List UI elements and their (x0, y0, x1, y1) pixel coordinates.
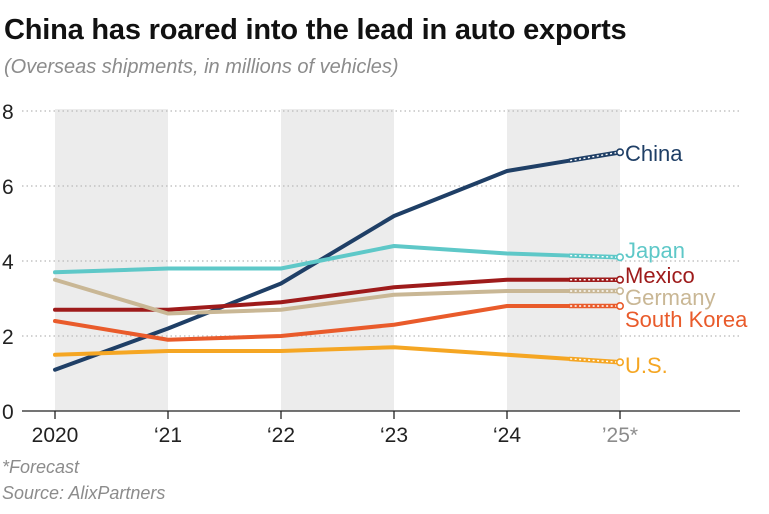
y-tick-label: 4 (2, 251, 14, 274)
x-tick-label: 2020 (32, 424, 79, 447)
x-tick-label: ‘23 (380, 424, 408, 447)
forecast-dash-japan (570, 254, 620, 258)
forecast-dash-u-s- (570, 358, 620, 363)
forecast-point-south-korea (615, 301, 624, 310)
forecast-point-germany (615, 286, 624, 295)
forecast-point-china (615, 148, 624, 157)
shaded-band-1 (281, 109, 394, 411)
forecast-point-mexico (615, 275, 624, 284)
series-line-germany (53, 277, 572, 316)
chart-subtitle: (Overseas shipments, in millions of vehi… (4, 56, 399, 78)
series-line-japan (53, 244, 572, 275)
series-label-mexico: Mexico (625, 263, 695, 288)
series-label-u-s-: U.S. (625, 353, 668, 378)
series-line-south-korea (53, 304, 572, 342)
y-tick-label: 2 (2, 326, 14, 349)
series-label-south-korea: South Korea (625, 307, 748, 332)
series-label-japan: Japan (625, 238, 685, 263)
source-note: Source: AlixPartners (2, 483, 166, 503)
series-line-u-s- (53, 345, 572, 361)
shaded-band-0 (55, 109, 168, 411)
y-tick-label: 0 (2, 401, 14, 424)
series-label-germany: Germany (625, 285, 715, 310)
x-tick-label: ‘21 (154, 424, 182, 447)
forecast-footnote: *Forecast (2, 457, 80, 477)
chart-title: China has roared into the lead in auto e… (4, 14, 627, 46)
y-tick-label: 6 (2, 176, 14, 199)
forecast-dash-china (570, 151, 620, 162)
forecast-point-japan (615, 253, 624, 262)
x-tick-label: ‘22 (267, 424, 295, 447)
forecast-point-u-s- (615, 358, 624, 367)
x-tick-label: ’25* (602, 424, 638, 447)
y-tick-label: 8 (2, 101, 14, 124)
x-tick-label: ‘24 (493, 424, 521, 447)
series-label-china: China (625, 141, 683, 166)
